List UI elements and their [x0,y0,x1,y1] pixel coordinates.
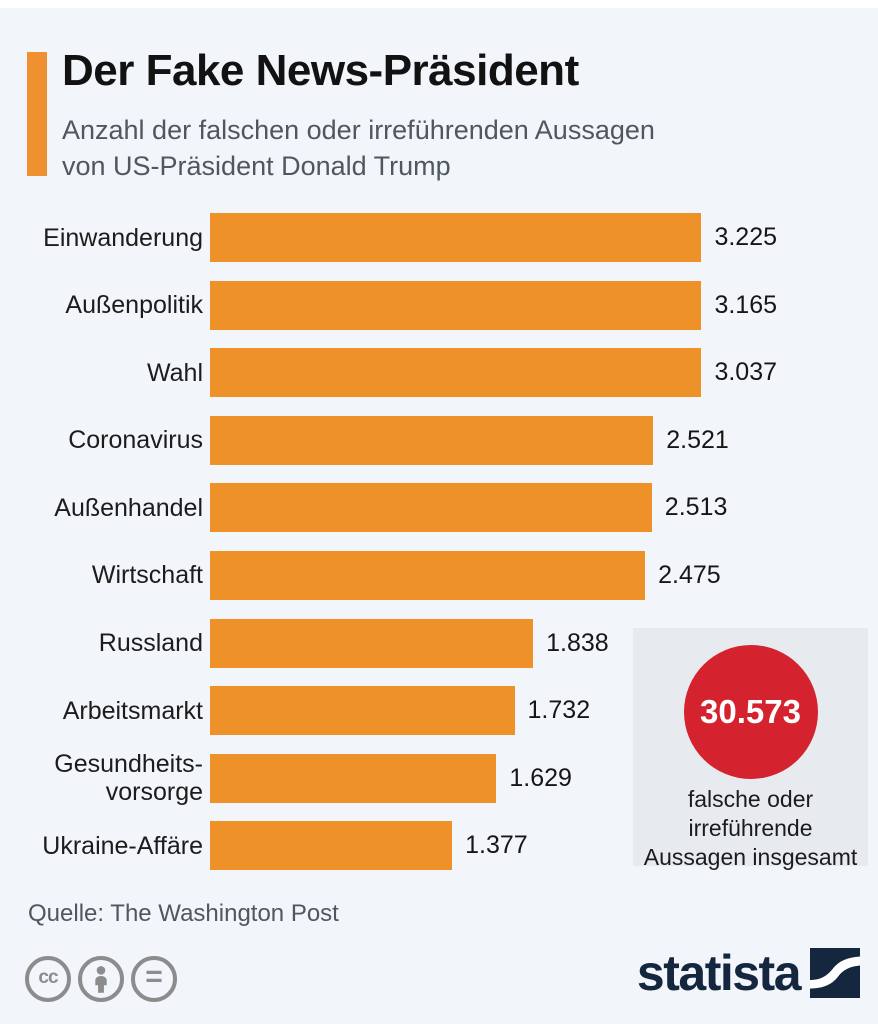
bar-chart-row: Ukraine-Affäre 1.377 [28,821,850,871]
total-caption: falsche oder irreführende Aussagen insge… [633,785,868,872]
value-bar [210,348,702,398]
category-label: Ukraine-Affäre [42,831,203,860]
bar-chart-row: Wirtschaft 2.475 [28,550,850,600]
category-label: Außenhandel [54,493,203,522]
category-label: Einwanderung [43,223,203,252]
value-label: 1.838 [546,628,609,657]
value-bar [210,753,497,803]
statista-logo-icon [810,948,860,998]
statista-wordmark: statista [636,945,802,1001]
chart-subtitle: Anzahl der falschen oder irreführenden A… [62,115,655,181]
top-border-strip [0,0,878,8]
attribution-person-icon [78,956,124,1002]
page-title: Der Fake News-Präsident [62,46,579,95]
bar-track: 1.732 [210,686,777,736]
value-bar [210,550,646,600]
value-label: 2.475 [658,560,721,589]
cc-license-icons: cc = [25,956,177,1002]
bar-track: 3.225 [210,213,777,262]
category-label: Außenpolitik [65,291,203,320]
total-circle-badge: 30.573 [683,645,818,779]
value-label: 2.513 [664,493,728,522]
category-label: Wirtschaft [91,561,203,590]
value-bar [210,821,453,871]
bar-chart-row: Arbeitsmarkt 1.732 [28,686,850,736]
bar-chart-row: Wahl 3.037 [28,348,850,398]
bar-chart: Einwanderung 3.225 Außenpolitik 3.165 Wa… [28,213,850,871]
value-bar [210,213,702,262]
title-accent-bar [27,52,47,176]
category-label: Russland [98,629,203,658]
value-label: 2.521 [666,425,729,454]
value-label: 1.377 [465,831,528,860]
bar-track: 1.838 [210,618,777,668]
value-bar [210,483,652,533]
bar-chart-row: Russland 1.838 [28,618,850,668]
category-label: Wahl [146,358,203,387]
value-bar [210,415,654,465]
value-bar [210,686,515,736]
bar-track: 1.377 [210,821,777,871]
bar-chart-row: Coronavirus 2.521 [28,415,850,465]
bar-chart-row: Gesundheits- vorsorge 1.629 [28,750,850,806]
category-label: Gesundheits- vorsorge [54,750,203,807]
bar-chart-row: Einwanderung 3.225 [28,213,850,262]
bar-track: 2.475 [210,550,777,600]
total-caption-line3: Aussagen insgesamt [643,844,858,870]
cc-icon: cc [25,956,71,1002]
category-label: Arbeitsmarkt [62,696,203,725]
total-value: 30.573 [700,693,801,730]
bar-track: 1.629 [210,753,777,803]
value-label: 3.225 [714,223,777,251]
bar-track: 2.513 [210,483,777,533]
value-label: 3.037 [714,358,777,387]
value-label: 3.165 [714,290,777,319]
value-bar [210,618,534,668]
source-credit: Quelle: The Washington Post [28,900,339,927]
value-label: 1.732 [527,696,591,725]
value-bar [210,280,702,330]
bar-track: 3.037 [210,348,777,398]
bar-track: 3.165 [210,280,777,330]
total-panel: 30.573 falsche oder irreführende Aussage… [633,628,868,870]
statista-logo: statista [637,944,860,1002]
value-label: 1.629 [509,763,572,792]
total-caption-line1: falsche oder [687,786,814,812]
bar-track: 2.521 [210,415,777,465]
equals-icon: = [131,956,177,1002]
category-label: Coronavirus [68,426,203,455]
bar-chart-row: Außenpolitik 3.165 [28,280,850,330]
total-caption-line2: irreführende [688,815,813,841]
bar-chart-row: Außenhandel 2.513 [28,483,850,533]
